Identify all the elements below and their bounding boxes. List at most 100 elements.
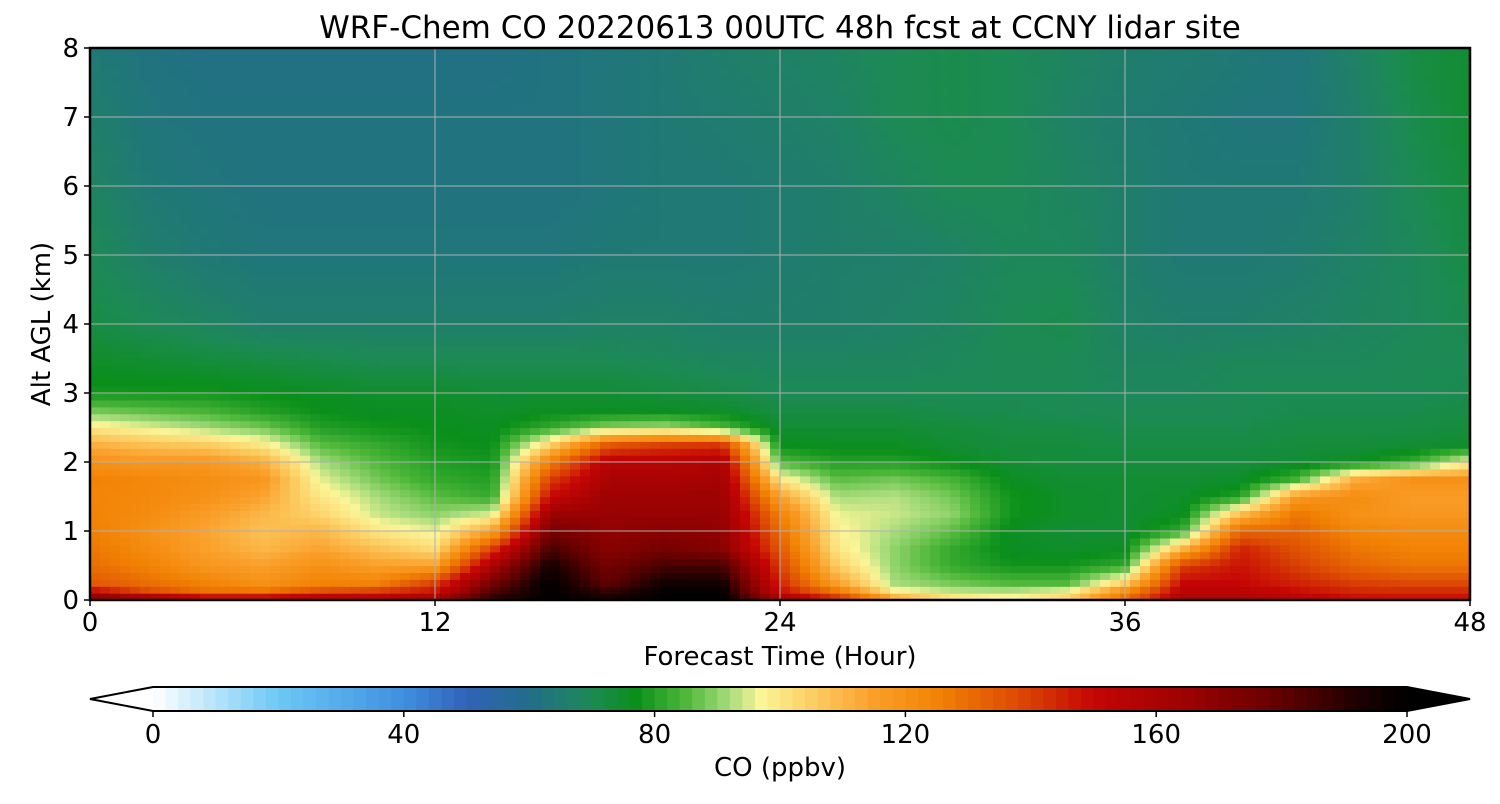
heatmap-cell — [860, 537, 871, 546]
heatmap-cell — [120, 441, 131, 449]
heatmap-cell — [890, 551, 901, 560]
heatmap-cell — [1280, 406, 1291, 415]
heatmap-cell — [830, 482, 841, 491]
heatmap-cell — [1150, 399, 1161, 408]
heatmap-cell — [840, 393, 851, 401]
heatmap-cell — [1160, 489, 1171, 498]
heatmap-cell — [90, 468, 101, 477]
heatmap-cell — [370, 593, 381, 600]
heatmap-cell — [120, 593, 131, 600]
heatmap-cell — [1220, 448, 1231, 456]
heatmap-cell — [380, 524, 391, 532]
heatmap-cell — [1090, 586, 1101, 594]
heatmap-cell — [1170, 565, 1181, 573]
heatmap-cell — [150, 558, 161, 567]
heatmap-cell — [1350, 448, 1361, 456]
heatmap-cell — [1260, 351, 1271, 360]
heatmap-cell — [1170, 551, 1181, 560]
heatmap-cell — [280, 399, 291, 408]
heatmap-cell — [120, 372, 131, 380]
heatmap-cell — [1250, 593, 1261, 600]
heatmap-cell — [340, 558, 351, 567]
heatmap-cell — [1420, 544, 1431, 553]
heatmap-cell — [120, 468, 131, 477]
heatmap-cell — [860, 579, 871, 587]
heatmap-cell — [150, 455, 161, 463]
heatmap-cell — [790, 399, 801, 408]
heatmap-cell — [630, 489, 641, 498]
heatmap-cell — [210, 517, 221, 525]
heatmap-cell — [270, 365, 281, 373]
heatmap-cell — [670, 531, 681, 539]
heatmap-cell — [770, 503, 781, 511]
heatmap-cell — [1210, 510, 1221, 518]
heatmap-cell — [910, 510, 921, 518]
heatmap-cell — [1200, 434, 1211, 442]
heatmap-cell — [520, 372, 531, 380]
heatmap-cell — [1140, 551, 1151, 560]
heatmap-cell — [800, 572, 811, 580]
heatmap-cell — [500, 482, 511, 491]
heatmap-cell — [1040, 572, 1051, 580]
heatmap-cell — [620, 462, 631, 470]
heatmap-cell — [790, 586, 801, 594]
heatmap-cell — [1410, 393, 1421, 401]
heatmap-cell — [1050, 393, 1061, 401]
heatmap-cell — [130, 413, 141, 422]
heatmap-cell — [820, 558, 831, 567]
heatmap-cell — [1430, 565, 1441, 573]
heatmap-cell — [470, 386, 481, 394]
heatmap-cell — [1250, 510, 1261, 518]
heatmap-cell — [1300, 579, 1311, 587]
heatmap-cell — [310, 593, 321, 600]
heatmap-cell — [1100, 386, 1111, 394]
heatmap-cell — [1360, 379, 1371, 387]
heatmap-cell — [400, 358, 411, 366]
heatmap-cell — [400, 434, 411, 442]
heatmap-cell — [1240, 351, 1251, 360]
heatmap-cell — [640, 427, 651, 435]
heatmap-cell — [460, 579, 471, 587]
heatmap-cell — [1250, 579, 1261, 587]
heatmap-cell — [1000, 510, 1011, 518]
heatmap-cell — [460, 434, 471, 442]
heatmap-cell — [1310, 379, 1321, 387]
heatmap-cell — [710, 558, 721, 567]
heatmap-cell — [860, 475, 871, 484]
heatmap-cell — [530, 551, 541, 560]
heatmap-cell — [650, 489, 661, 498]
heatmap-cell — [1090, 475, 1101, 484]
heatmap-cell — [510, 351, 521, 360]
heatmap-cell — [1110, 517, 1121, 525]
heatmap-cell — [940, 448, 951, 456]
heatmap-cell — [410, 379, 421, 387]
heatmap-cell — [1020, 517, 1031, 525]
heatmap-cell — [390, 551, 401, 560]
heatmap-cell — [1150, 427, 1161, 435]
heatmap-cell — [1360, 441, 1371, 449]
heatmap-cell — [420, 544, 431, 553]
heatmap-cell — [540, 455, 551, 463]
heatmap-cell — [650, 413, 661, 422]
heatmap-cell — [510, 406, 521, 415]
heatmap-cell — [1220, 434, 1231, 442]
heatmap-cell — [660, 565, 671, 573]
heatmap-cell — [500, 427, 511, 435]
heatmap-cell — [800, 455, 811, 463]
heatmap-cell — [640, 406, 651, 415]
heatmap-cell — [1040, 468, 1051, 477]
heatmap-cell — [1310, 551, 1321, 560]
heatmap-cell — [890, 496, 901, 504]
heatmap-cell — [370, 427, 381, 435]
heatmap-cell — [180, 413, 191, 422]
heatmap-cell — [690, 524, 701, 532]
heatmap-cell — [750, 365, 761, 373]
heatmap-cell — [990, 351, 1001, 360]
heatmap-cell — [170, 393, 181, 401]
heatmap-cell — [1330, 537, 1341, 546]
heatmap-cell — [650, 510, 661, 518]
heatmap-cell — [1240, 593, 1251, 600]
heatmap-cell — [550, 475, 561, 484]
heatmap-cell — [770, 537, 781, 546]
heatmap-cell — [100, 351, 111, 360]
